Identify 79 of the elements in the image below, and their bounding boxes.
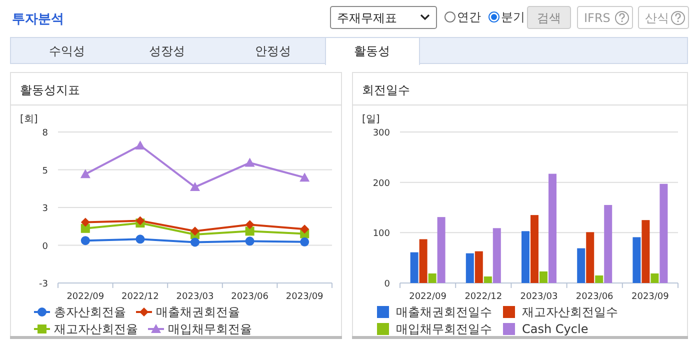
text: 성장성: [149, 44, 185, 58]
legend-label: 재고자산회전율: [54, 322, 138, 336]
bar: [577, 248, 586, 283]
bar: [484, 276, 492, 283]
bar: [419, 239, 428, 283]
text: 활동성: [354, 44, 390, 58]
legend-label: Cash Cycle: [522, 322, 588, 336]
bar: [410, 252, 418, 283]
point: [135, 140, 146, 150]
point: [190, 238, 200, 247]
bar: [466, 253, 474, 283]
legend-label: 매출채권회전율: [156, 305, 240, 319]
legend-label: 매입채무회전율: [168, 322, 252, 336]
point: [300, 172, 310, 182]
point: [80, 169, 90, 178]
point: [80, 218, 90, 227]
y-axis-title: [회]: [20, 114, 38, 125]
point: [136, 234, 145, 244]
x-tick-label: 2022/09: [66, 292, 104, 302]
chart-title: 활동성지표: [20, 83, 80, 97]
x-tick-label: 2023/09: [286, 292, 324, 302]
x-tick-label: 2022/12: [122, 292, 159, 302]
text: 안정성: [255, 44, 291, 58]
text: 투자분석: [12, 12, 64, 27]
bar: [530, 215, 538, 283]
point: [80, 236, 90, 246]
text: 주재무제표: [337, 11, 397, 25]
y-tick-label: 8: [42, 128, 48, 138]
bar: [604, 204, 612, 283]
bar: [428, 273, 436, 283]
y-tick-label: 0: [42, 242, 48, 252]
bar: [642, 220, 650, 283]
point: [244, 158, 255, 167]
point: [136, 216, 145, 226]
point: [300, 237, 310, 246]
point: [245, 236, 254, 246]
y-tick-label: 5: [42, 166, 48, 176]
y-tick-label: 100: [372, 229, 390, 240]
bar: [540, 271, 548, 283]
point: [80, 224, 90, 233]
bar: [632, 237, 641, 283]
bar: [650, 273, 659, 283]
bar: [586, 232, 594, 283]
y-axis-title: [일]: [362, 114, 380, 125]
x-tick-label: 2023/03: [176, 292, 214, 302]
y-tick-label: 200: [372, 178, 390, 189]
legend-label: 매출채권회전일수: [396, 305, 492, 319]
point: [245, 226, 254, 236]
text: 산식: [645, 11, 669, 25]
x-tick-label: 2023/03: [520, 292, 558, 302]
bar: [548, 174, 556, 283]
point: [190, 182, 200, 192]
point: [245, 220, 254, 230]
bar: [595, 275, 604, 283]
x-tick-label: 2022/09: [409, 292, 447, 302]
x-tick-label: 2023/09: [632, 292, 670, 302]
y-tick-label: 3: [42, 204, 48, 214]
legend-label: 총자산회전율: [54, 305, 126, 319]
text: 수익성: [49, 44, 85, 58]
text: 분기: [501, 10, 525, 24]
point: [300, 224, 310, 234]
y-tick-label: -3: [39, 280, 48, 290]
x-tick-label: 2022/12: [464, 292, 502, 302]
bar: [660, 184, 668, 283]
y-tick-label: 300: [372, 128, 390, 138]
text: 검색: [537, 11, 561, 25]
bar: [522, 231, 530, 283]
text: 연간: [457, 10, 481, 24]
chart-title: 회전일수: [362, 83, 410, 97]
text: IFRS: [584, 11, 610, 25]
y-tick-label: 0: [384, 280, 390, 290]
legend-label: 매입채무회전일수: [396, 322, 492, 336]
bar: [492, 228, 501, 283]
x-tick-label: 2023/06: [231, 292, 269, 302]
legend-label: 재고자산회전일수: [522, 305, 618, 319]
bar: [474, 251, 483, 283]
x-tick-label: 2023/06: [576, 292, 614, 302]
point: [190, 226, 200, 236]
bar: [437, 217, 446, 283]
